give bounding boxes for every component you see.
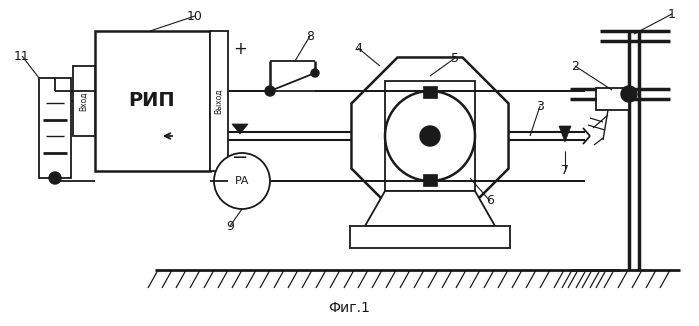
Text: 2: 2 [571,60,579,72]
Bar [385,81,475,191]
Circle shape [385,91,475,181]
Text: Вход: Вход [80,91,89,111]
Bar [95,31,210,171]
Bar [423,174,437,186]
Polygon shape [352,57,509,215]
Text: 9: 9 [226,219,234,232]
Text: −: − [232,147,248,167]
Text: 7: 7 [561,165,569,177]
Polygon shape [559,126,571,142]
Text: 11: 11 [14,50,30,63]
Bar [73,66,95,136]
Text: 1: 1 [668,7,676,21]
Text: РИП: РИП [129,92,175,111]
Text: +: + [233,40,247,58]
Circle shape [311,69,319,77]
Text: 4: 4 [354,41,362,54]
Circle shape [265,86,275,96]
Text: Выход: Выход [215,88,224,114]
Text: 3: 3 [536,99,544,112]
Circle shape [49,172,61,184]
Text: 6: 6 [486,195,494,208]
Text: РА: РА [235,176,249,186]
Text: 8: 8 [306,29,314,42]
Bar [423,86,437,98]
Polygon shape [232,124,248,134]
Circle shape [420,126,440,146]
Circle shape [621,86,637,102]
Circle shape [214,153,270,209]
Bar [350,226,510,248]
Bar [39,78,71,178]
Polygon shape [365,191,495,226]
Text: Фиг.1: Фиг.1 [328,301,370,315]
Text: 5: 5 [451,52,459,65]
Text: 10: 10 [187,9,203,22]
Bar [210,31,228,171]
Bar [596,88,629,110]
